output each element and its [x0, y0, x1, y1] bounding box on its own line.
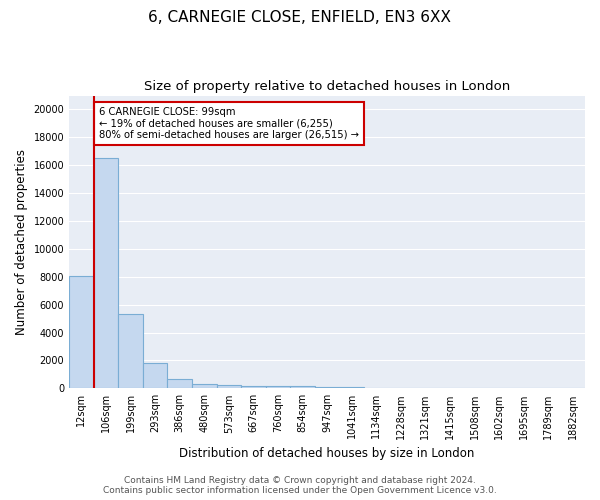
Bar: [69, 276, 94, 388]
Bar: [143, 362, 167, 388]
Title: Size of property relative to detached houses in London: Size of property relative to detached ho…: [144, 80, 510, 93]
Bar: [241, 386, 266, 388]
Bar: [118, 314, 143, 388]
Bar: [192, 384, 217, 388]
Text: Contains HM Land Registry data © Crown copyright and database right 2024.
Contai: Contains HM Land Registry data © Crown c…: [103, 476, 497, 495]
Bar: [217, 385, 241, 388]
Y-axis label: Number of detached properties: Number of detached properties: [15, 149, 28, 335]
Bar: [266, 386, 290, 388]
Bar: [94, 158, 118, 388]
Bar: [315, 387, 340, 388]
X-axis label: Distribution of detached houses by size in London: Distribution of detached houses by size …: [179, 447, 475, 460]
Bar: [167, 378, 192, 388]
Text: 6, CARNEGIE CLOSE, ENFIELD, EN3 6XX: 6, CARNEGIE CLOSE, ENFIELD, EN3 6XX: [149, 10, 452, 25]
Bar: [290, 386, 315, 388]
Text: 6 CARNEGIE CLOSE: 99sqm
← 19% of detached houses are smaller (6,255)
80% of semi: 6 CARNEGIE CLOSE: 99sqm ← 19% of detache…: [98, 106, 359, 140]
